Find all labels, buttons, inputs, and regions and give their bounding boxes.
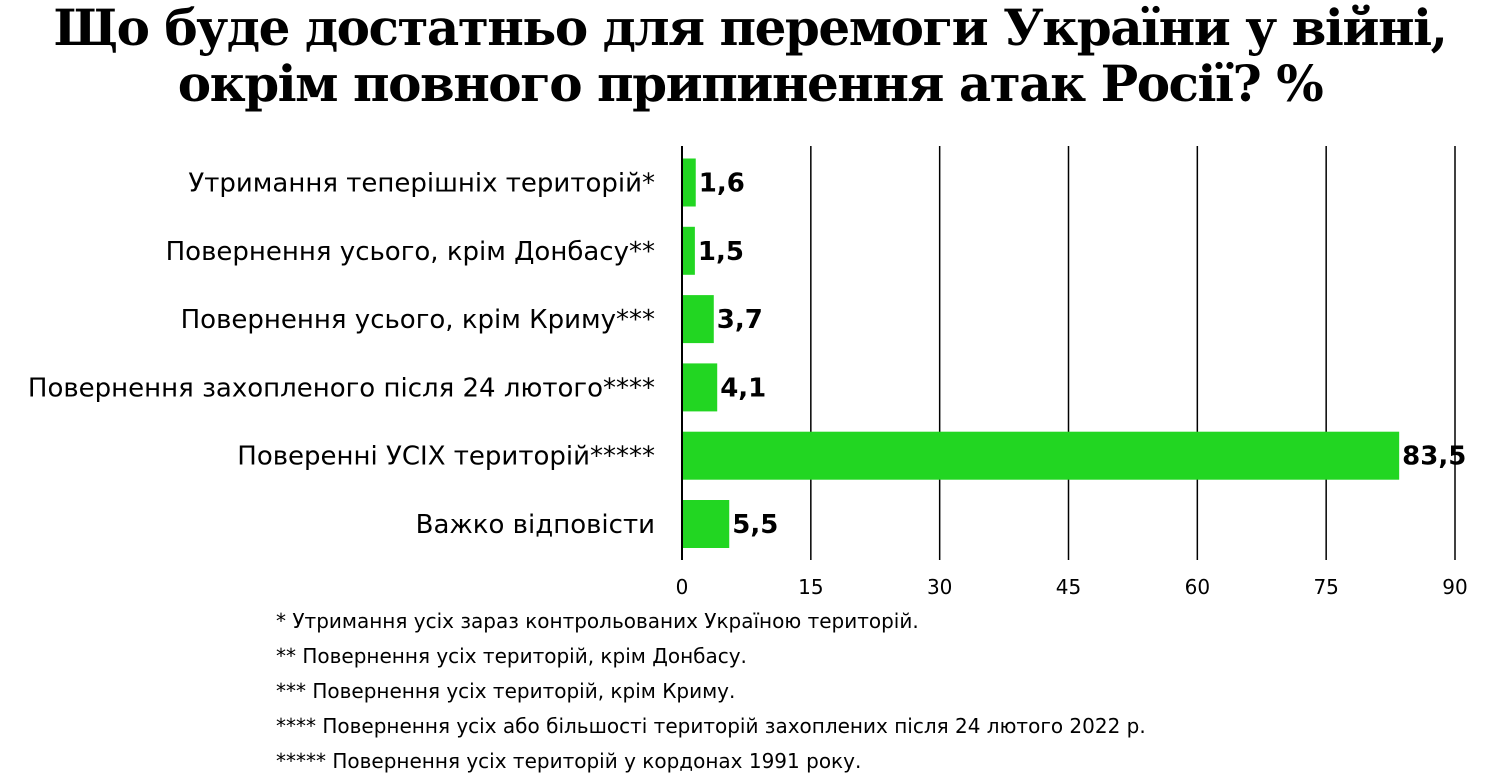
footnote-4: **** Повернення усіх або більшості терит… — [276, 714, 1146, 738]
value-label-4: 4,1 — [720, 373, 766, 403]
footnote-5: ***** Повернення усіх територій у кордон… — [276, 749, 862, 773]
category-label-3: Повернення усього, крім Криму*** — [181, 305, 655, 335]
bar-6 — [682, 500, 730, 548]
value-label-2: 1,5 — [698, 237, 744, 267]
chart-title: Що буде достатньо для перемоги України у… — [53, 0, 1448, 113]
bar-5 — [682, 431, 1400, 480]
footnotes: * Утримання усіх зараз контрольованих Ук… — [276, 604, 1146, 779]
category-label-4: Повернення захопленого після 24 лютого**… — [28, 373, 655, 403]
value-label-1: 1,6 — [699, 169, 745, 199]
tick-label-90: 90 — [1442, 575, 1467, 599]
tick-label-75: 75 — [1313, 575, 1338, 599]
category-label-5: Поверенні УСІХ територій***** — [237, 442, 655, 472]
value-label-6: 5,5 — [732, 510, 778, 540]
footnote-1: * Утримання усіх зараз контрольованих Ук… — [276, 609, 919, 633]
bar-1 — [682, 158, 696, 207]
bar-chart: Утримання теперішніх територій* 1,6 Поверн… — [28, 146, 1468, 599]
tick-label-30: 30 — [927, 575, 952, 599]
value-label-3: 3,7 — [717, 305, 763, 335]
bar-4 — [682, 363, 718, 412]
tick-label-60: 60 — [1185, 575, 1210, 599]
category-label-2: Повернення усього, крім Донбасу** — [166, 237, 655, 267]
tick-label-15: 15 — [798, 575, 823, 599]
category-label-6: Важко відповісти — [416, 510, 655, 540]
bar-3 — [682, 295, 714, 344]
category-label-1: Утримання теперішніх територій* — [188, 169, 655, 199]
value-label-5: 83,5 — [1402, 442, 1466, 472]
tick-label-0: 0 — [676, 575, 689, 599]
bar-2 — [682, 226, 695, 275]
footnote-3: *** Повернення усіх територій, крім Крим… — [276, 679, 736, 703]
footnote-2: ** Повернення усіх територій, крім Донба… — [276, 644, 747, 668]
tick-label-45: 45 — [1056, 575, 1081, 599]
